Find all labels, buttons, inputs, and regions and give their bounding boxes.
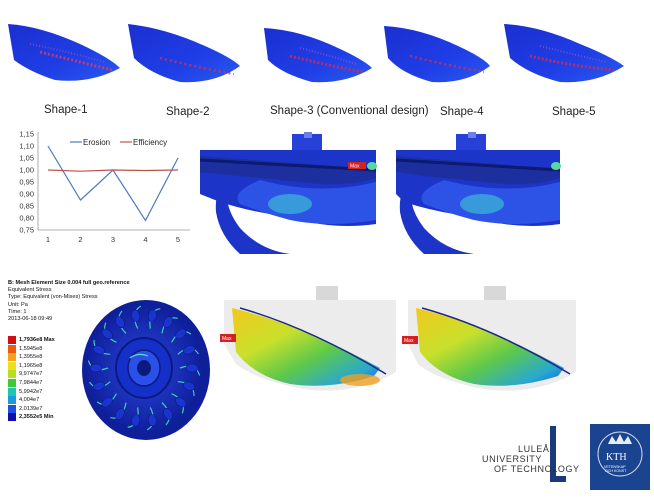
- bucket: [92, 381, 106, 391]
- max-marker-left: [348, 162, 366, 169]
- kth-crown-icon: [597, 431, 643, 477]
- bucket: [89, 363, 103, 373]
- bucket: [92, 345, 106, 355]
- x-tick-label: 2: [78, 235, 82, 244]
- bucket: [131, 309, 141, 323]
- shape-1-label: Shape-1: [44, 104, 88, 116]
- legend-color-swatch: [8, 370, 16, 379]
- runner-wheel-model: [82, 300, 210, 440]
- bucket: [101, 396, 113, 408]
- blade-shapes-row: [8, 24, 624, 83]
- y-tick-label: 1,00: [19, 166, 34, 175]
- fea-date: 2013-06-18 09:49: [8, 316, 53, 323]
- series-line-efficiency: [47, 169, 179, 172]
- legend-color-swatch: [8, 344, 16, 353]
- kth-sub-2: OCH KONST: [605, 469, 627, 473]
- x-tick-label: 1: [46, 235, 50, 244]
- legend-color-swatch: [8, 404, 16, 413]
- bucket: [115, 316, 125, 328]
- blade-shape-1: [8, 24, 120, 81]
- kth-logo: KTH VETENSKAP OCH KONST: [590, 424, 650, 490]
- max-marker-stress-right: [402, 336, 418, 344]
- bucket: [163, 408, 173, 420]
- ltu-line-1: LULEÅ: [518, 444, 550, 454]
- ltu-l-mark: [550, 426, 566, 482]
- stress-max-label-right: Max: [404, 338, 414, 344]
- bucket: [185, 363, 199, 373]
- kth-sub-1: VETENSKAP: [604, 465, 626, 469]
- kth-text: KTH: [606, 452, 627, 463]
- y-tick-label: 0,95: [19, 178, 34, 187]
- bucket: [101, 328, 113, 340]
- stress-panel-right: Max: [400, 284, 580, 404]
- fea-time: Time: 1: [8, 308, 27, 315]
- stress-max-label-left: Max: [222, 336, 232, 342]
- legend-value: 4,004e7: [19, 397, 40, 404]
- blade-shape-3: [264, 28, 372, 83]
- fea-info-block: B: Mesh Element Size 0.004 full geo.refe…: [8, 280, 130, 323]
- bucket: [147, 309, 157, 323]
- fea-title: B: Mesh Element Size 0.004 full geo.refe…: [8, 280, 130, 286]
- bucket: [182, 345, 196, 355]
- y-tick-label: 0,85: [19, 202, 34, 211]
- bucket: [175, 328, 187, 340]
- legend-color-swatch: [8, 361, 16, 370]
- cfd-panel-left: Max: [200, 132, 380, 254]
- blade-shape-5: [504, 24, 624, 83]
- erosion-efficiency-chart: 1,15 1,10 1,05 1,00 0,95 0,90 0,85 0,80 0,75 1 2 3…: [19, 130, 190, 244]
- cfd-panel-right: [384, 132, 580, 254]
- y-tick-label: 1,15: [19, 130, 34, 139]
- ltu-logo: LULEÅ UNIVERSITY OF TECHNOLOGY: [476, 424, 586, 496]
- legend-value: 7,9844e7: [19, 380, 43, 386]
- bucket: [147, 413, 157, 427]
- bucket: [182, 381, 196, 391]
- shape-4-label: Shape-4: [440, 106, 484, 118]
- legend-color-swatch: [8, 379, 16, 387]
- bucket: [175, 396, 187, 408]
- series-line-erosion: [47, 145, 179, 222]
- ltu-line-3: OF TECHNOLOGY: [494, 464, 580, 474]
- y-tick-label: 0,80: [19, 214, 34, 223]
- bucket: [163, 316, 173, 328]
- legend-color-swatch: [8, 353, 16, 362]
- y-tick-label: 1,05: [19, 154, 34, 163]
- legend-value: 2,0139e7: [19, 405, 43, 412]
- y-tick-label: 0,75: [19, 226, 34, 235]
- x-tick-label: 3: [111, 235, 115, 244]
- x-tick-label: 5: [176, 235, 180, 244]
- y-tick-label: 1,10: [19, 142, 34, 151]
- fea-result: Equivalent Stress: [8, 287, 52, 294]
- legend-color-swatch: [8, 413, 16, 422]
- legend-label: Erosion: [83, 138, 110, 147]
- bucket: [115, 408, 125, 420]
- stress-panel-left: Max: [210, 284, 400, 404]
- legend-color-swatch: [8, 396, 16, 405]
- legend-value: 1,3955e8: [19, 354, 43, 361]
- fea-type: Type: Equivalent (von-Mises) Stress: [8, 294, 98, 301]
- legend-value: 1,1965e8: [19, 362, 43, 369]
- max-label-left: Max: [350, 164, 360, 170]
- runner-buckets: [87, 305, 201, 431]
- legend-color-swatch: [8, 387, 16, 396]
- legend-value: 2,3552e5 Min: [19, 414, 54, 421]
- y-tick-label: 0,90: [19, 190, 34, 199]
- x-tick-label: 4: [143, 235, 147, 244]
- legend-value: 5,9942e7: [19, 388, 43, 395]
- legend-value: 1,5945e8: [19, 345, 43, 352]
- legend-value: 9,9747e7: [19, 371, 43, 378]
- legend-value: 1,7936e8 Max: [19, 337, 55, 343]
- legend-color-swatch: [8, 336, 16, 344]
- shape-3-label: Shape-3 (Conventional design): [270, 105, 429, 117]
- blade-shape-2: [128, 24, 240, 83]
- fea-unit: Unit: Pa: [8, 301, 28, 308]
- shape-2-label: Shape-2: [166, 106, 210, 118]
- blade-shape-4: [384, 26, 490, 83]
- stress-color-legend: 1,7936e8 Max 1,5945e8 1,3955e8 1,1965e8 9,97…: [8, 336, 78, 426]
- bucket: [131, 413, 141, 427]
- shape-5-label: Shape-5: [552, 106, 596, 118]
- max-marker-stress-left: [220, 334, 236, 342]
- legend-label: Efficiency: [133, 138, 167, 147]
- ltu-line-2: UNIVERSITY: [482, 454, 543, 464]
